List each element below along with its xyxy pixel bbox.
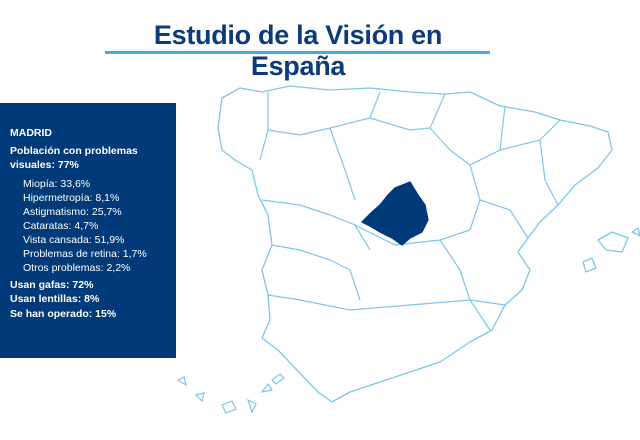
stat-glasses: Usan gafas: 72% [10,278,94,291]
region-name: MADRID [10,127,52,139]
problem-item: Miopía: 33,6% [23,177,91,190]
stat-lenses: Usan lentillas: 8% [10,293,100,305]
stat-surgery: Se han operado: 15% [10,307,117,320]
region-borders [259,91,561,331]
canary-islands [176,373,285,414]
problem-item: Problemas de retina: 1,7% [23,247,147,260]
madrid-region [361,181,429,246]
problem-item: Otros problemas: 2,2% [23,261,131,274]
problem-item: Hipermetropía: 8,1% [23,191,120,204]
problem-item: Astigmatismo: 25,7% [23,205,122,218]
population-stat: Población con problemas visuales: 77% [10,144,138,172]
spain-outline [217,85,613,403]
problems-list: Miopía: 33,6% Hipermetropía: 8,1% Astigm… [10,177,176,275]
page-title: Estudio de la Visión en España [153,20,443,81]
title-underline [105,51,490,54]
problem-item: Vista cansada: 51,9% [23,233,125,246]
region-info-panel: MADRID Población con problemas visuales:… [0,103,176,358]
balearic-islands [582,227,640,273]
problem-item: Cataratas: 4,7% [23,219,99,232]
